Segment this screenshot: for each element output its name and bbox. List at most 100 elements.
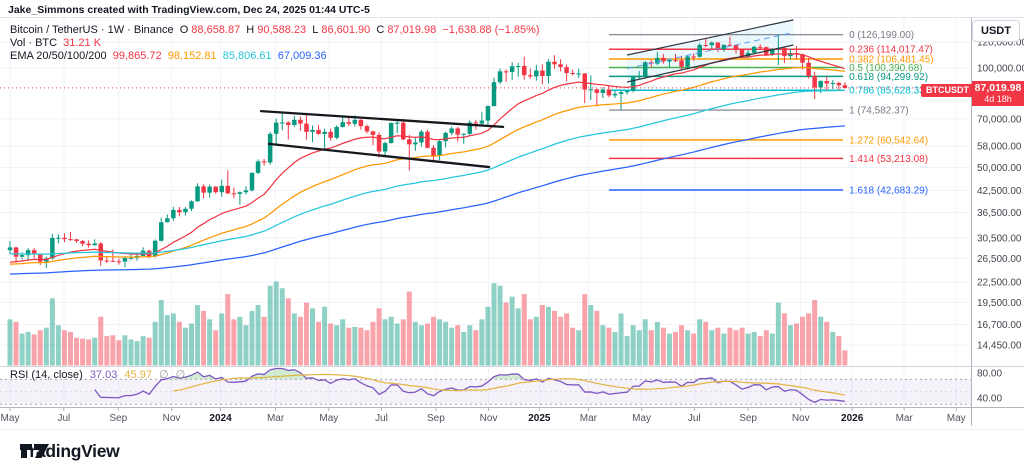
- candle-body: [352, 119, 358, 124]
- candle-body: [558, 64, 563, 68]
- volume-bar: [424, 323, 430, 366]
- volume-bar: [55, 325, 61, 366]
- volume-bar: [648, 330, 654, 366]
- volume-bar: [19, 333, 25, 366]
- chart-legend[interactable]: Bitcoin / TetherUS · 1W · Binance O 88,65…: [10, 24, 543, 63]
- candle-body: [806, 62, 811, 77]
- candle-body: [171, 209, 176, 219]
- volume-bar: [824, 321, 830, 366]
- candle-body: [509, 66, 515, 72]
- candle-body: [249, 172, 255, 191]
- volume-bar: [642, 319, 648, 366]
- volume-bar: [267, 285, 273, 366]
- volume-bar: [195, 305, 201, 366]
- rsi-ma-value: 45.97: [124, 369, 152, 381]
- candle-body: [522, 65, 527, 76]
- falling-channel-upper: [259, 110, 505, 129]
- candle-body: [461, 133, 466, 135]
- candle-body: [800, 54, 805, 63]
- rsi-legend-row[interactable]: RSI (14, close) 37.03 45.97 ∅ ∅: [10, 368, 189, 381]
- volume-bar: [787, 325, 793, 366]
- price-tick-label: 42,500.00: [977, 186, 1022, 197]
- volume-legend-row[interactable]: Vol · BTC 31.21 K: [10, 37, 543, 50]
- candle-body: [267, 133, 273, 163]
- candle-body: [310, 129, 315, 132]
- volume-bar: [92, 337, 98, 366]
- volume-bar: [334, 325, 340, 366]
- volume-bar: [431, 316, 436, 366]
- candle-body: [449, 128, 454, 133]
- candle-body: [298, 119, 303, 124]
- candle-body: [703, 44, 708, 46]
- candle-body: [370, 131, 376, 135]
- candle-body: [243, 190, 249, 193]
- volume-bar: [739, 327, 745, 366]
- volume-bar: [473, 330, 479, 366]
- symbol-legend-row[interactable]: Bitcoin / TetherUS · 1W · Binance O 88,65…: [10, 24, 543, 37]
- rising-channel-lower: [626, 44, 794, 83]
- ema-100-line: [9, 89, 845, 255]
- ema-legend-row[interactable]: EMA 20/50/100/200 99,865.72 98,152.81 85…: [10, 50, 543, 63]
- candle-body: [110, 260, 116, 262]
- volume-bar: [527, 319, 533, 366]
- candle-body: [503, 71, 509, 73]
- volume-bar: [533, 316, 539, 366]
- volume-bar: [552, 310, 557, 366]
- candle-body: [62, 237, 67, 240]
- volume-bar: [285, 298, 291, 366]
- candle-body: [376, 134, 382, 152]
- candle-body: [346, 122, 352, 124]
- volume-bar: [582, 294, 588, 366]
- time-tick-label: May: [947, 413, 966, 424]
- ema100-value: 85,806.61: [222, 50, 272, 62]
- rsi-label: RSI (14, close): [10, 369, 83, 381]
- candle-body: [316, 129, 321, 134]
- volume-bar: [612, 331, 618, 366]
- candle-body: [546, 61, 551, 77]
- volume-bar: [437, 319, 443, 366]
- candle-body: [467, 122, 473, 134]
- price-tick-label: 30,500.00: [977, 234, 1022, 245]
- tradingview-logo[interactable]: TradingView: [20, 441, 120, 462]
- volume-bar: [588, 305, 594, 366]
- volume-bar: [606, 327, 612, 366]
- volume-bar: [709, 330, 715, 366]
- candle-body: [576, 73, 581, 75]
- candle-body: [25, 250, 31, 256]
- rsi-ma-line: [173, 373, 846, 396]
- price-tick-label: 70,000.00: [977, 115, 1022, 126]
- volume-bar: [842, 350, 848, 366]
- volume-bar: [291, 313, 297, 366]
- ema50-value: 98,152.81: [167, 50, 217, 62]
- candle-body: [328, 131, 333, 138]
- price-tick-label: 26,500.00: [977, 254, 1022, 265]
- currency-toggle-button[interactable]: USDT: [972, 20, 1020, 42]
- candle-body: [528, 75, 533, 77]
- candle-body: [382, 143, 388, 152]
- volume-bar: [806, 313, 812, 366]
- volume-bar: [382, 319, 388, 366]
- candle-body: [31, 250, 37, 255]
- volume-bar: [394, 323, 400, 366]
- candle-body: [751, 46, 757, 53]
- candle-body: [280, 122, 285, 124]
- volume-bar: [545, 306, 551, 366]
- candle-body: [340, 122, 345, 127]
- candle-body: [479, 120, 485, 124]
- candle-body: [497, 71, 503, 83]
- candle-body: [358, 119, 364, 127]
- volume-bar: [721, 333, 727, 366]
- candle-body: [7, 247, 13, 251]
- candle-body: [86, 243, 91, 246]
- candle-body: [540, 70, 545, 77]
- volume-bar: [618, 313, 624, 366]
- watermark: Jake_Simmons created with TradingView.co…: [8, 4, 370, 16]
- price-tick-label: 50,000.00: [977, 163, 1022, 174]
- volume-label: Vol · BTC: [10, 37, 58, 49]
- candle-body: [818, 81, 823, 88]
- volume-bar: [461, 331, 467, 366]
- volume-bar: [158, 299, 164, 366]
- candle-body: [255, 161, 261, 173]
- volume-bar: [727, 327, 733, 366]
